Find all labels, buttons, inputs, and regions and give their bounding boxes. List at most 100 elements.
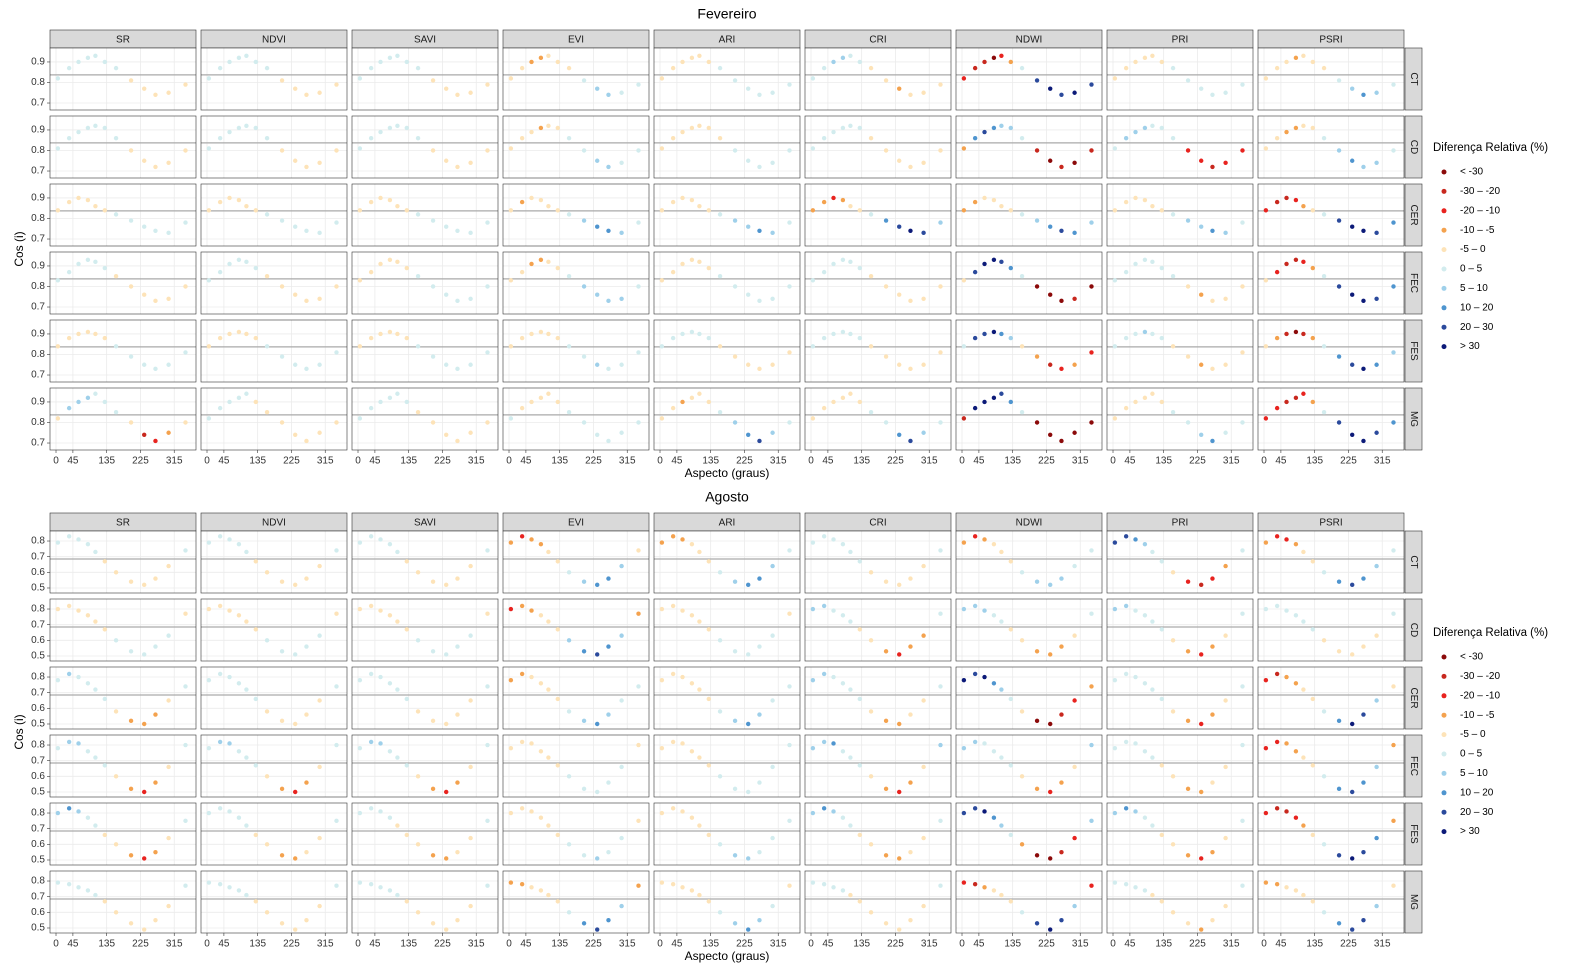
point (1350, 721, 1355, 727)
point (1321, 709, 1327, 714)
point (1336, 148, 1342, 153)
point (883, 579, 889, 584)
point (1150, 53, 1155, 59)
point (581, 921, 587, 926)
point (538, 749, 544, 754)
y-tick-label: 0.6 (31, 703, 45, 714)
point (1072, 698, 1077, 703)
row-strip-label: FES (1408, 341, 1419, 361)
point (746, 582, 751, 588)
point (153, 164, 158, 170)
point (1223, 90, 1228, 95)
point (236, 541, 242, 547)
point (368, 806, 374, 811)
point (1048, 721, 1053, 727)
point (848, 619, 853, 624)
point (93, 203, 98, 209)
panel-border (200, 47, 348, 111)
point (279, 148, 285, 153)
point (1034, 649, 1040, 654)
point (395, 391, 400, 396)
point (1185, 786, 1191, 792)
y-tick-label: 0.9 (31, 125, 45, 136)
point (1059, 712, 1064, 717)
point (1072, 835, 1077, 841)
point (357, 810, 363, 816)
point (991, 613, 997, 618)
point (857, 125, 862, 131)
point (1263, 76, 1269, 81)
point (1210, 164, 1215, 170)
point (430, 148, 436, 153)
point (1089, 350, 1094, 355)
point (317, 563, 322, 569)
point (1210, 298, 1215, 304)
point (236, 329, 242, 335)
x-tick-label: 315 (1374, 456, 1391, 467)
point (697, 331, 702, 337)
x-tick-label: 45 (218, 456, 230, 467)
panel-border (502, 251, 650, 315)
point (706, 59, 711, 65)
point (508, 606, 514, 612)
point (1199, 856, 1204, 861)
point (395, 892, 400, 898)
panel-border (1106, 870, 1254, 934)
point (227, 537, 232, 542)
point (546, 619, 551, 624)
point (85, 613, 91, 618)
point (1170, 65, 1176, 71)
point (253, 627, 258, 632)
point (938, 350, 943, 355)
point (757, 644, 762, 649)
point (1293, 55, 1299, 61)
strip-label: EVI (568, 518, 584, 529)
point (485, 220, 490, 225)
point (787, 284, 792, 289)
point (244, 549, 249, 555)
point (566, 135, 572, 141)
point (566, 842, 572, 847)
point (468, 430, 473, 435)
point (404, 265, 409, 271)
point (1089, 284, 1094, 289)
point (1350, 86, 1355, 91)
point (670, 405, 676, 411)
point (1019, 65, 1025, 71)
point (938, 611, 943, 616)
point (538, 613, 544, 618)
point (770, 430, 775, 435)
point (279, 853, 285, 858)
point (1123, 806, 1129, 811)
point (1336, 649, 1342, 654)
point (1223, 764, 1228, 770)
point (55, 146, 61, 151)
point (1361, 849, 1366, 855)
point (76, 885, 81, 890)
point (991, 815, 997, 820)
point (1301, 549, 1306, 555)
panel-border (1257, 251, 1405, 315)
x-tick-label: 0 (355, 456, 361, 467)
point (317, 230, 322, 236)
point (293, 432, 298, 438)
point (66, 405, 72, 411)
point (999, 687, 1004, 692)
point (444, 432, 449, 438)
point (680, 741, 685, 746)
point (395, 549, 400, 555)
panel (50, 48, 196, 110)
point (606, 228, 611, 234)
point (897, 856, 902, 861)
point (1019, 570, 1025, 575)
point (1293, 125, 1299, 131)
point (142, 721, 147, 727)
point (810, 745, 816, 751)
point (999, 259, 1004, 265)
point (128, 78, 134, 83)
point (1185, 718, 1191, 724)
point (404, 559, 409, 564)
panel-border (804, 387, 952, 451)
panel (50, 388, 196, 450)
